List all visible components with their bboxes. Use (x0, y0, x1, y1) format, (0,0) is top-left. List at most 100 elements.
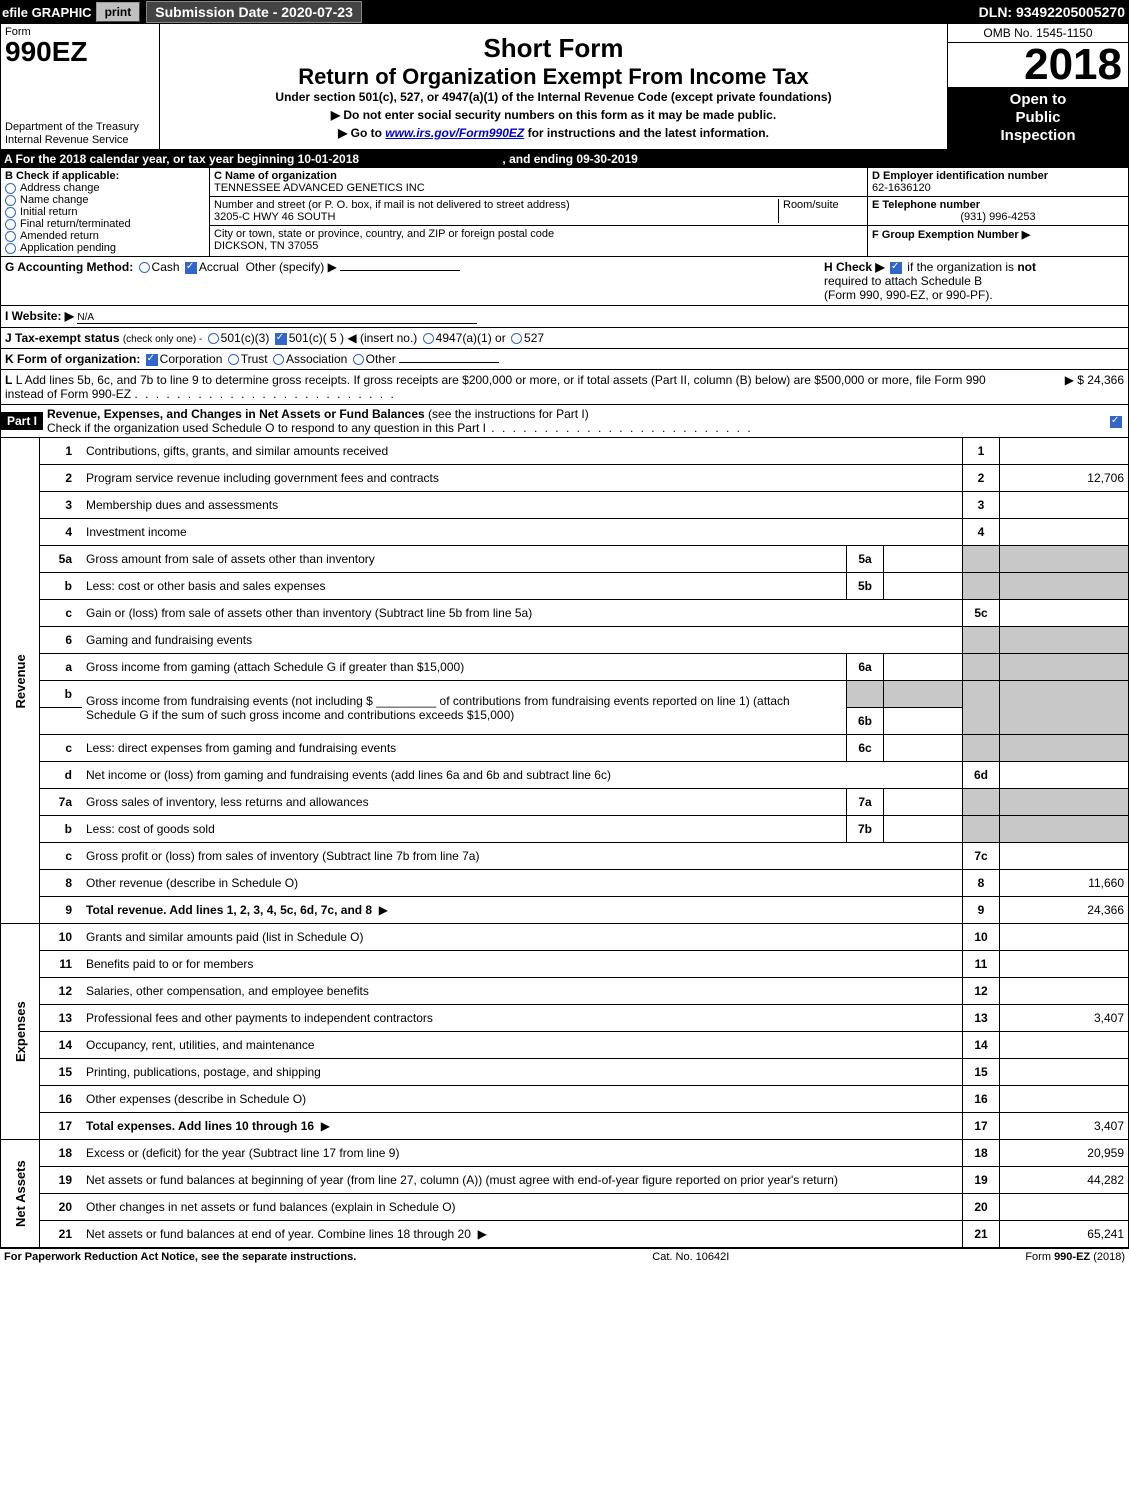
table-row: b Less: cost or other basis and sales ex… (1, 573, 1129, 600)
goto-pre: ▶ Go to (338, 126, 385, 140)
checkbox-501c-icon[interactable] (275, 333, 287, 345)
line-amt (1000, 438, 1129, 465)
line-rightnum: 14 (963, 1032, 1000, 1059)
period-a: A For the 2018 calendar year, or tax yea… (4, 152, 359, 166)
section-b-header: B Check if applicable: (5, 170, 205, 182)
part1-tag: Part I (1, 412, 43, 430)
cb-address-change[interactable]: Address change (5, 182, 205, 194)
line-num: 10 (40, 924, 83, 951)
line-amt (1000, 1032, 1129, 1059)
cb-initial-return[interactable]: Initial return (5, 206, 205, 218)
line-desc-text: Total expenses. Add lines 10 through 16 (86, 1119, 314, 1133)
line-midval (884, 573, 963, 600)
dept-line2: Internal Revenue Service (5, 134, 129, 146)
goto-link[interactable]: www.irs.gov/Form990EZ (385, 126, 524, 140)
cb-application-pending[interactable]: Application pending (5, 242, 205, 254)
g-other: Other (specify) ▶ (246, 260, 337, 274)
print-button[interactable]: print (96, 2, 141, 22)
line-midnum: 6b (847, 708, 884, 735)
checkbox-h-icon[interactable] (890, 262, 902, 274)
open-line3: Inspection (1000, 127, 1075, 144)
form-number: Form 990EZ (5, 26, 155, 66)
part1-check[interactable] (1108, 414, 1128, 428)
table-row: 4 Investment income 4 (1, 519, 1129, 546)
line-num-blank (40, 708, 83, 735)
line-desc-text: Investment income (86, 525, 187, 539)
line-amt (1000, 762, 1129, 789)
radio-4947-icon[interactable] (423, 333, 434, 344)
line-desc-text: Net assets or fund balances at end of ye… (86, 1227, 471, 1241)
line-rightnum: 9 (963, 897, 1000, 924)
line-num: 8 (40, 870, 83, 897)
c-name-value: TENNESSEE ADVANCED GENETICS INC (214, 182, 425, 194)
room-suite: Room/suite (778, 199, 863, 223)
ein-cell: D Employer identification number 62-1636… (868, 168, 1128, 197)
cb-amended-return[interactable]: Amended return (5, 230, 205, 242)
table-row: Net Assets 18 Excess or (deficit) for th… (1, 1140, 1129, 1167)
table-row: 12 Salaries, other compensation, and emp… (1, 978, 1129, 1005)
line-midnum: 5a (847, 546, 884, 573)
line-amt-shaded (1000, 789, 1129, 816)
page-footer: For Paperwork Reduction Act Notice, see … (0, 1248, 1129, 1265)
form-header-right: OMB No. 1545-1150 2018 Open to Public In… (947, 24, 1128, 149)
radio-trust-icon[interactable] (228, 354, 239, 365)
line-amt: 12,706 (1000, 465, 1129, 492)
line-desc: Gross amount from sale of assets other t… (82, 546, 847, 573)
line-amt (1000, 978, 1129, 1005)
table-row: a Gross income from gaming (attach Sched… (1, 654, 1129, 681)
line-desc-text: Net assets or fund balances at beginning… (86, 1173, 838, 1187)
line-num: 21 (40, 1221, 83, 1248)
footer-right-pre: Form (1025, 1251, 1054, 1263)
line-rightnum: 17 (963, 1113, 1000, 1140)
table-row: 13 Professional fees and other payments … (1, 1005, 1129, 1032)
table-row: 3 Membership dues and assessments 3 (1, 492, 1129, 519)
table-row: 19 Net assets or fund balances at beginn… (1, 1167, 1129, 1194)
open-line1: Open to (1010, 91, 1067, 108)
radio-cash-icon[interactable] (139, 262, 150, 273)
line-num: b (40, 573, 83, 600)
radio-icon (5, 231, 16, 242)
radio-501c3-icon[interactable] (208, 333, 219, 344)
radio-icon (5, 219, 16, 230)
table-row: 14 Occupancy, rent, utilities, and maint… (1, 1032, 1129, 1059)
line-rightnum: 20 (963, 1194, 1000, 1221)
g-other-input[interactable] (340, 270, 460, 271)
line-amt: 20,959 (1000, 1140, 1129, 1167)
checkbox-corporation-icon[interactable] (146, 354, 158, 366)
radio-icon (5, 183, 16, 194)
line-rightnum: 10 (963, 924, 1000, 951)
radio-527-icon[interactable] (511, 333, 522, 344)
k-other-input[interactable] (399, 362, 499, 363)
line-desc: Gain or (loss) from sale of assets other… (82, 600, 963, 627)
line-desc-text: Less: cost or other basis and sales expe… (86, 579, 325, 593)
h-text3: (Form 990, 990-EZ, or 990-PF). (824, 288, 993, 302)
line-desc: Total revenue. Add lines 1, 2, 3, 4, 5c,… (82, 897, 963, 924)
c-city-label: City or town, state or province, country… (214, 228, 554, 240)
line-num: 1 (40, 438, 83, 465)
line-desc-text: Contributions, gifts, grants, and simila… (86, 444, 388, 458)
submission-date: Submission Date - 2020-07-23 (146, 1, 362, 23)
line-rightnum: 6d (963, 762, 1000, 789)
open-to-public: Open to Public Inspection (948, 87, 1128, 149)
line-desc-text: Gross amount from sale of assets other t… (86, 552, 375, 566)
side-label-expenses: Expenses (1, 924, 40, 1140)
line-amt: 65,241 (1000, 1221, 1129, 1248)
cb-final-return[interactable]: Final return/terminated (5, 218, 205, 230)
section-gh: G Accounting Method: Cash Accrual Other … (0, 257, 1129, 306)
c-name-label: C Name of organization (214, 170, 337, 182)
radio-other-icon[interactable] (353, 354, 364, 365)
checkbox-accrual-icon[interactable] (185, 262, 197, 274)
line-rightnum-shaded (963, 789, 1000, 816)
cb-label: Address change (20, 182, 100, 194)
line-amt (1000, 492, 1129, 519)
donot-text: ▶ Do not enter social security numbers o… (168, 108, 939, 122)
radio-association-icon[interactable] (273, 354, 284, 365)
period-bar: A For the 2018 calendar year, or tax yea… (0, 150, 1129, 168)
line-desc: Gross income from fundraising events (no… (82, 681, 847, 735)
form-header: Form 990EZ Department of the Treasury In… (0, 24, 1129, 150)
table-row: b Gross income from fundraising events (… (1, 681, 1129, 708)
j-o3: 4947(a)(1) or (436, 331, 506, 345)
line-desc-text: Gross sales of inventory, less returns a… (86, 795, 369, 809)
line-amt (1000, 1194, 1129, 1221)
cb-name-change[interactable]: Name change (5, 194, 205, 206)
